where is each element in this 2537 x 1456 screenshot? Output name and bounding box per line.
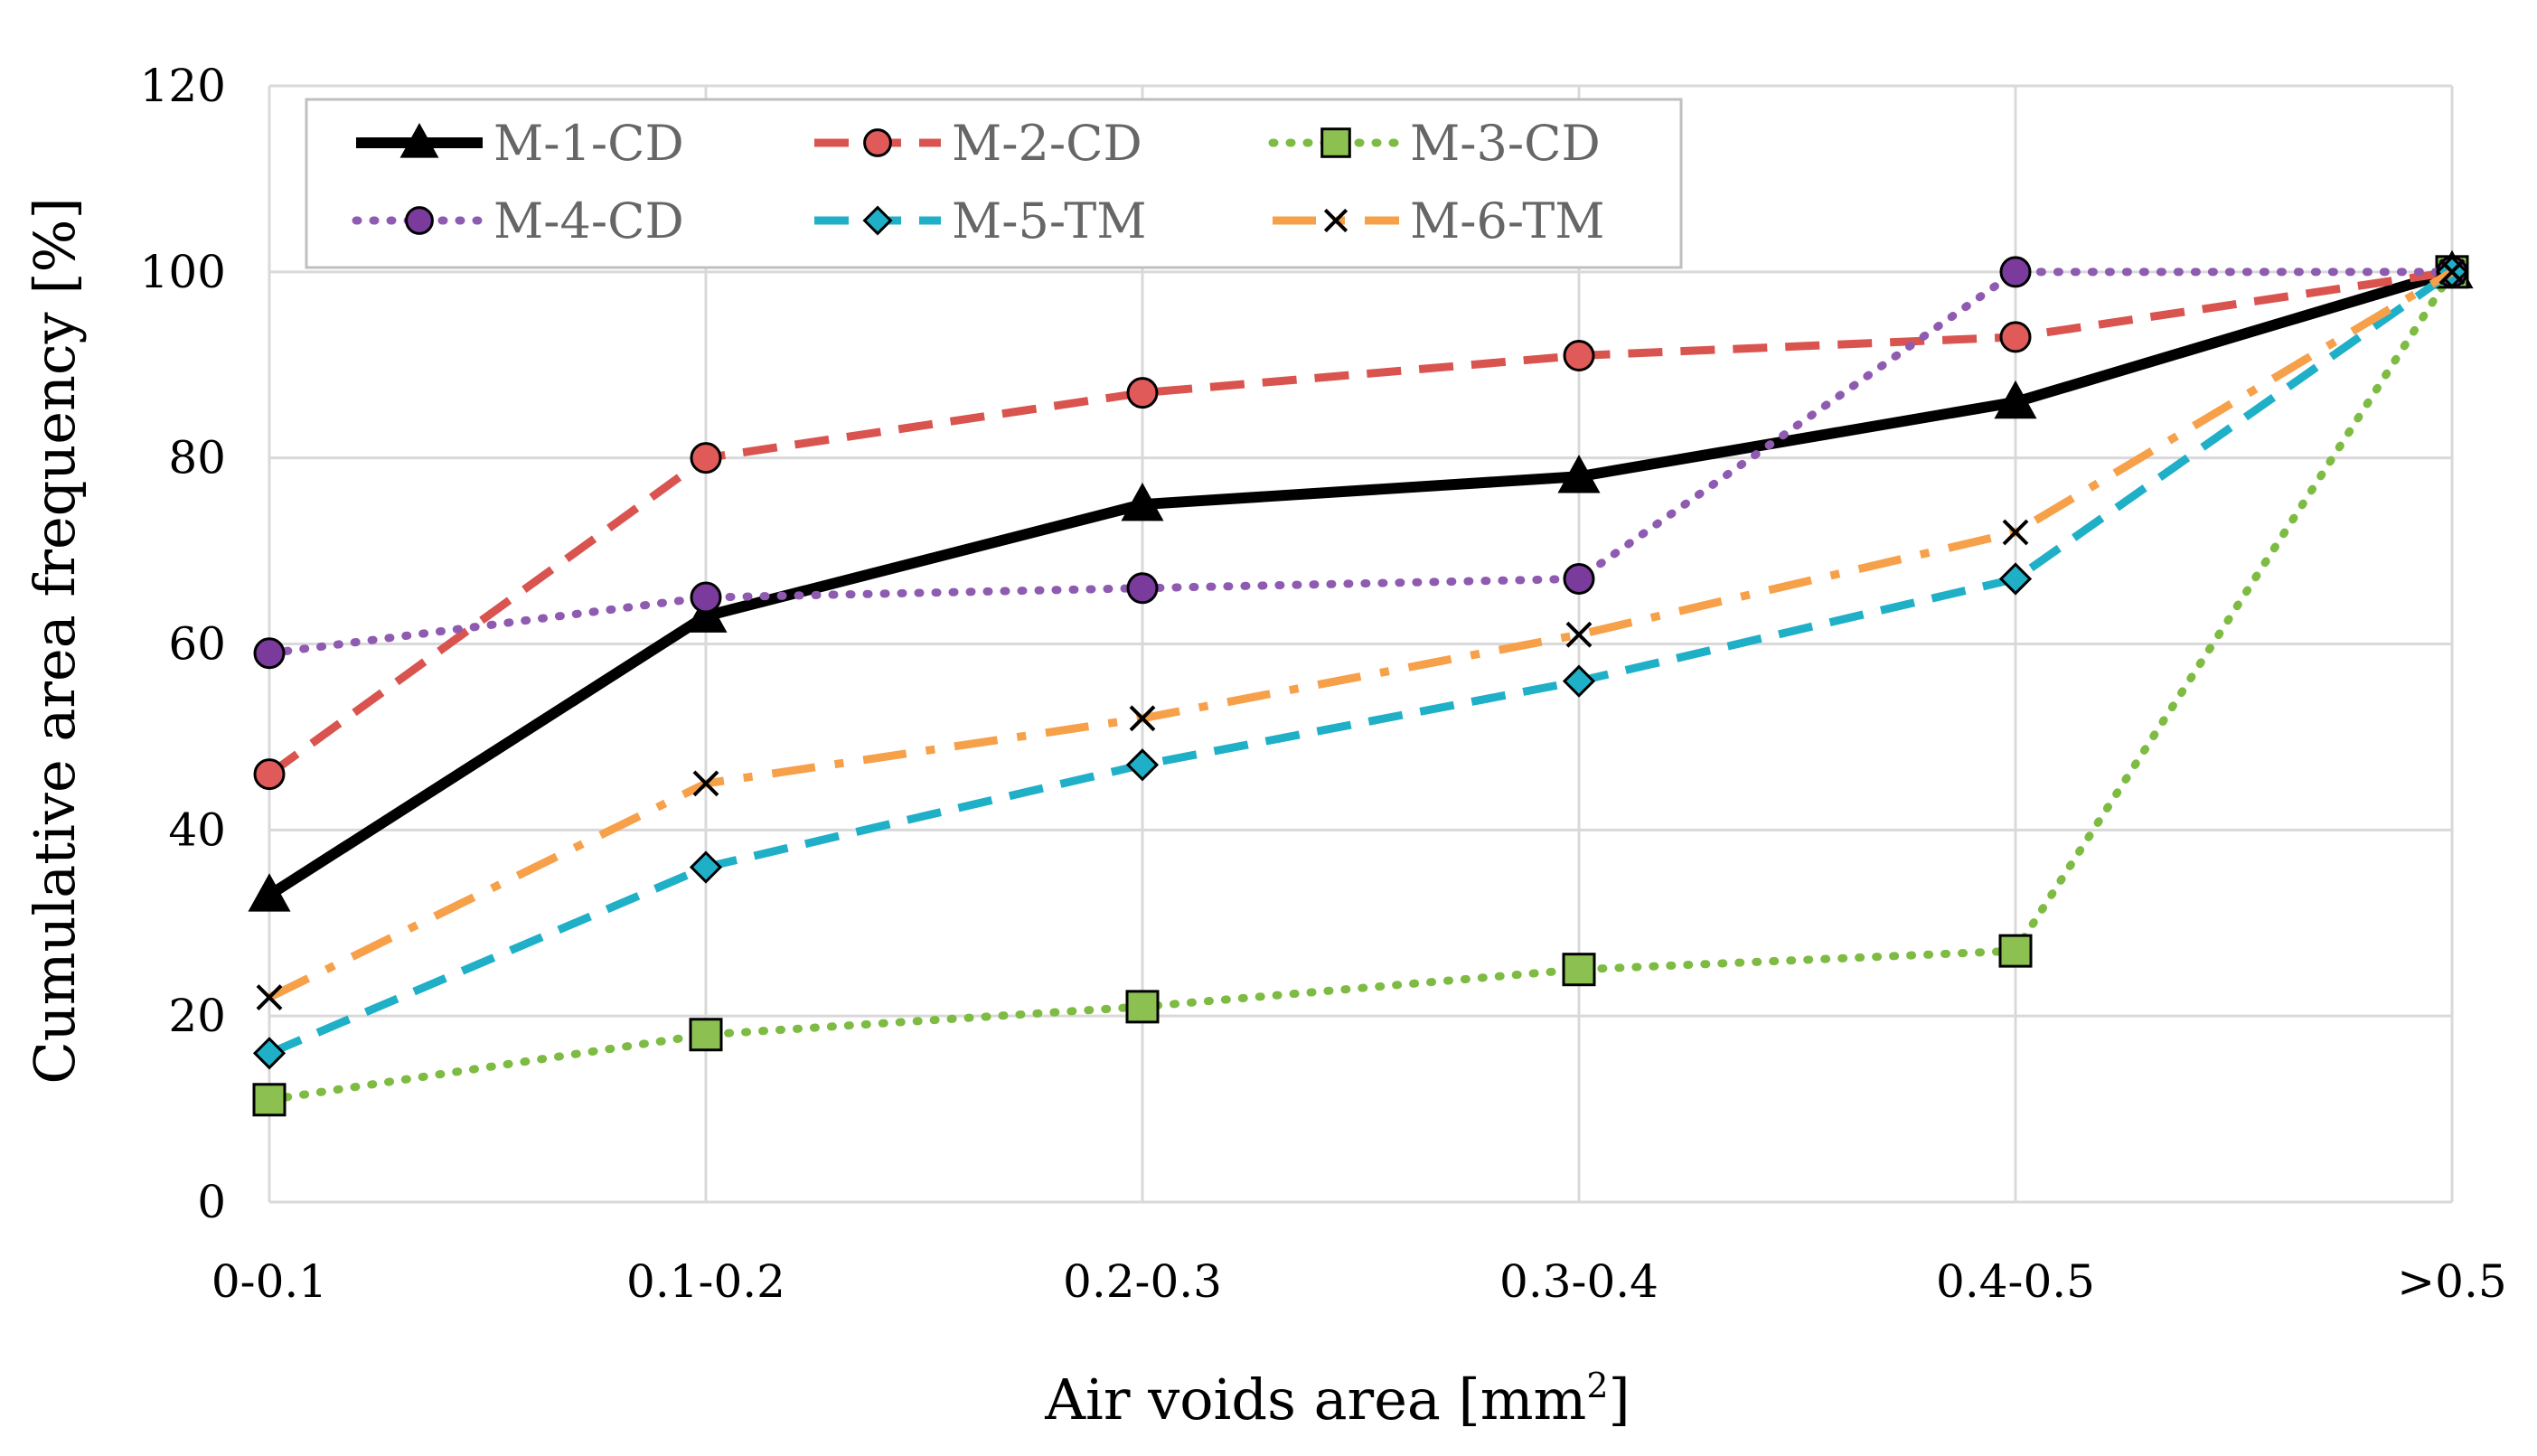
x-tick-label: 0.3-0.4 bbox=[1499, 1255, 1658, 1308]
legend-item-m-2-cd: M-2-CD bbox=[814, 115, 1142, 172]
marker-legend-m-1-cd-triangle bbox=[399, 123, 439, 158]
marker-m-6-tm-x-stroke-b bbox=[2002, 519, 2029, 546]
legend-item-m-5-tm: M-5-TM bbox=[814, 193, 1147, 249]
x-tick-label: 0-0.1 bbox=[211, 1255, 327, 1308]
marker-m-4-cd-circle bbox=[690, 581, 722, 614]
marker-m-3-cd-square bbox=[689, 1018, 723, 1052]
marker-legend-m-4-cd-circle bbox=[405, 206, 434, 235]
marker-m-4-cd-circle bbox=[1999, 256, 2032, 288]
marker-m-1-cd-triangle bbox=[684, 594, 728, 633]
x-axis-title-suffix: ] bbox=[1609, 1367, 1630, 1433]
legend-box bbox=[305, 98, 1683, 269]
marker-m-4-cd-circle bbox=[1563, 562, 1595, 595]
legend-label-m-2-cd: M-2-CD bbox=[952, 115, 1142, 172]
series-m-6-tm bbox=[256, 258, 2466, 1010]
marker-legend-m-6-tm-x bbox=[1323, 208, 1348, 233]
marker-m-6-tm-x-stroke-b bbox=[1565, 621, 1593, 648]
legend-label-m-6-tm: M-6-TM bbox=[1410, 193, 1605, 249]
legend-label-m-5-tm: M-5-TM bbox=[952, 193, 1147, 249]
marker-m-5-tm-diamond bbox=[689, 850, 723, 884]
marker-m-6-tm-x-stroke-b bbox=[692, 770, 719, 797]
marker-m-6-tm-x bbox=[2002, 519, 2029, 546]
y-tick-label: 0 bbox=[197, 1176, 226, 1228]
marker-m-6-tm-x bbox=[2438, 258, 2466, 286]
legend-label-m-1-cd: M-1-CD bbox=[493, 115, 684, 172]
legend: M-1-CD M-2-CD M-3-CD M-4-CD M-5-TM M-6-TM bbox=[305, 98, 1683, 269]
marker-m-3-cd-square bbox=[252, 1083, 287, 1117]
x-axis-title-superscript: 2 bbox=[1586, 1366, 1608, 1405]
legend-label-m-4-cd: M-4-CD bbox=[493, 193, 684, 249]
marker-m-6-tm-x-stroke-b bbox=[2438, 258, 2466, 286]
x-axis-title: Air voids area [mm2] bbox=[1044, 1366, 1630, 1433]
y-tick-label: 40 bbox=[168, 803, 226, 856]
y-tick-label: 120 bbox=[140, 60, 226, 112]
marker-m-2-cd-circle bbox=[690, 442, 722, 474]
marker-m-5-tm-diamond bbox=[1562, 664, 1596, 698]
marker-m-1-cd-triangle bbox=[248, 873, 291, 912]
series-layer bbox=[248, 249, 2474, 1117]
y-tick-label: 100 bbox=[140, 246, 226, 298]
series-m-2-cd bbox=[253, 256, 2468, 791]
series-line-m-5-tm bbox=[268, 268, 2455, 1057]
axis-layer: 0 20 40 60 80 100 120 0-0.1 0.1-0.2 0.2-0.3 0.3-0.… bbox=[140, 60, 2507, 1308]
series-line-m-6-tm bbox=[268, 268, 2455, 1001]
marker-m-5-tm-diamond bbox=[1998, 562, 2033, 596]
series-line-m-3-cd bbox=[265, 268, 2457, 1104]
x-tick-label: 0.4-0.5 bbox=[1936, 1255, 2095, 1308]
marker-legend-m-3-cd-square bbox=[1320, 127, 1351, 158]
marker-m-2-cd-circle bbox=[1563, 339, 1595, 371]
series-line-m-1-cd bbox=[266, 267, 2454, 900]
marker-m-6-tm-x bbox=[256, 984, 283, 1010]
series-line-m-4-cd bbox=[265, 268, 2457, 658]
marker-m-6-tm-x-stroke-b bbox=[256, 984, 283, 1010]
series-line-m-2-cd bbox=[267, 268, 2453, 778]
marker-m-6-tm-x bbox=[1129, 705, 1156, 732]
x-tick-label: >0.5 bbox=[2397, 1255, 2506, 1308]
y-tick-label: 60 bbox=[168, 618, 226, 671]
y-axis-title: Cumulative area frequency [%] bbox=[22, 197, 88, 1084]
legend-item-m-4-cd: M-4-CD bbox=[352, 193, 684, 249]
marker-m-6-tm-x bbox=[1565, 621, 1593, 648]
x-axis-title-main: Air voids area [mm bbox=[1044, 1367, 1586, 1433]
marker-m-1-cd-triangle bbox=[1557, 455, 1601, 493]
legend-item-m-1-cd: M-1-CD bbox=[356, 115, 684, 172]
marker-m-3-cd-square bbox=[1125, 990, 1160, 1024]
marker-m-4-cd-circle bbox=[253, 637, 286, 670]
series-m-1-cd bbox=[248, 249, 2474, 912]
legend-label-m-3-cd: M-3-CD bbox=[1410, 115, 1601, 172]
marker-m-2-cd-circle bbox=[1999, 321, 2032, 353]
marker-m-2-cd-circle bbox=[253, 758, 286, 791]
marker-m-5-tm-diamond bbox=[1125, 748, 1160, 782]
legend-item-m-6-tm: M-6-TM bbox=[1273, 193, 1605, 249]
x-tick-label: 0.2-0.3 bbox=[1063, 1255, 1222, 1308]
y-tick-label: 20 bbox=[168, 990, 226, 1042]
x-tick-label: 0.1-0.2 bbox=[626, 1255, 785, 1308]
marker-legend-m-5-tm-diamond bbox=[862, 205, 893, 236]
marker-m-1-cd-triangle bbox=[1121, 483, 1164, 521]
marker-m-3-cd-square bbox=[1998, 934, 2033, 968]
marker-m-4-cd-circle bbox=[1126, 572, 1159, 605]
series-m-3-cd bbox=[252, 255, 2469, 1117]
marker-legend-m-6-tm-x-stroke-b bbox=[1323, 208, 1348, 233]
marker-m-3-cd-square bbox=[1562, 953, 1596, 987]
marker-m-6-tm-x-stroke-b bbox=[1129, 705, 1156, 732]
series-m-5-tm bbox=[252, 255, 2469, 1070]
marker-legend-m-2-cd-circle bbox=[863, 128, 892, 157]
marker-m-1-cd-triangle bbox=[1994, 380, 2037, 419]
marker-m-5-tm-diamond bbox=[252, 1037, 287, 1070]
legend-item-m-3-cd: M-3-CD bbox=[1268, 115, 1601, 172]
marker-m-2-cd-circle bbox=[1126, 377, 1159, 409]
marker-m-6-tm-x bbox=[692, 770, 719, 797]
y-tick-label: 80 bbox=[168, 432, 226, 484]
